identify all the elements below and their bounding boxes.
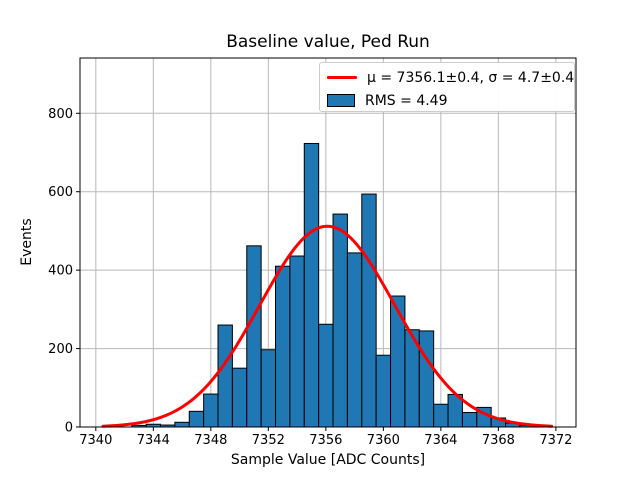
x-tick-label: 7356 xyxy=(309,433,342,448)
x-axis-label: Sample Value [ADC Counts] xyxy=(230,452,426,468)
y-axis-label: Events xyxy=(19,218,35,266)
histogram-bar xyxy=(203,393,219,428)
y-tick-label: 200 xyxy=(48,342,73,357)
legend: μ = 7356.1±0.4, σ = 4.7±0.4 RMS = 4.49 xyxy=(319,62,575,112)
legend-line-swatch xyxy=(327,76,357,79)
x-tick-label: 7372 xyxy=(539,433,572,448)
chart-title: Baseline value, Ped Run xyxy=(226,32,430,52)
histogram-bar xyxy=(332,213,348,428)
x-tick-label: 7364 xyxy=(424,433,457,448)
x-tick-label: 7344 xyxy=(137,433,170,448)
legend-patch-swatch xyxy=(327,94,355,107)
histogram-bar xyxy=(361,193,377,428)
y-tick-label: 600 xyxy=(48,185,73,200)
gaussian-fit-curve xyxy=(101,224,554,428)
histogram-bar xyxy=(246,245,262,428)
histogram-bar xyxy=(461,411,478,428)
y-tick-label: 800 xyxy=(48,107,73,122)
x-tick-label: 7368 xyxy=(482,433,515,448)
histogram-bar xyxy=(418,330,435,428)
histogram-bar xyxy=(303,142,320,428)
histogram-bar xyxy=(375,354,392,428)
x-tick-label: 7340 xyxy=(79,433,112,448)
histogram-bar xyxy=(318,323,334,428)
legend-rms-label: RMS = 4.49 xyxy=(365,92,448,109)
legend-item-gaussian-fit: μ = 7356.1±0.4, σ = 4.7±0.4 xyxy=(327,67,574,88)
x-tick-label: 7348 xyxy=(194,433,227,448)
histogram-bar xyxy=(231,367,248,428)
legend-item-rms: RMS = 4.49 xyxy=(327,90,574,111)
y-tick-label: 0 xyxy=(65,421,73,436)
histogram-bar xyxy=(217,324,233,428)
legend-fit-label: μ = 7356.1±0.4, σ = 4.7±0.4 xyxy=(367,69,575,86)
histogram-bar xyxy=(260,349,277,428)
axes-spines xyxy=(79,57,577,428)
histogram-bar xyxy=(275,265,291,428)
x-tick-label: 7360 xyxy=(367,433,400,448)
x-tick-label: 7352 xyxy=(252,433,285,448)
histogram-bar xyxy=(433,403,449,428)
histogram-bar xyxy=(289,255,305,428)
histogram-bar xyxy=(188,410,205,428)
histogram-bar xyxy=(174,421,190,428)
histogram-bar xyxy=(346,252,363,428)
y-tick-label: 400 xyxy=(48,264,73,279)
histogram-bar xyxy=(390,295,406,428)
